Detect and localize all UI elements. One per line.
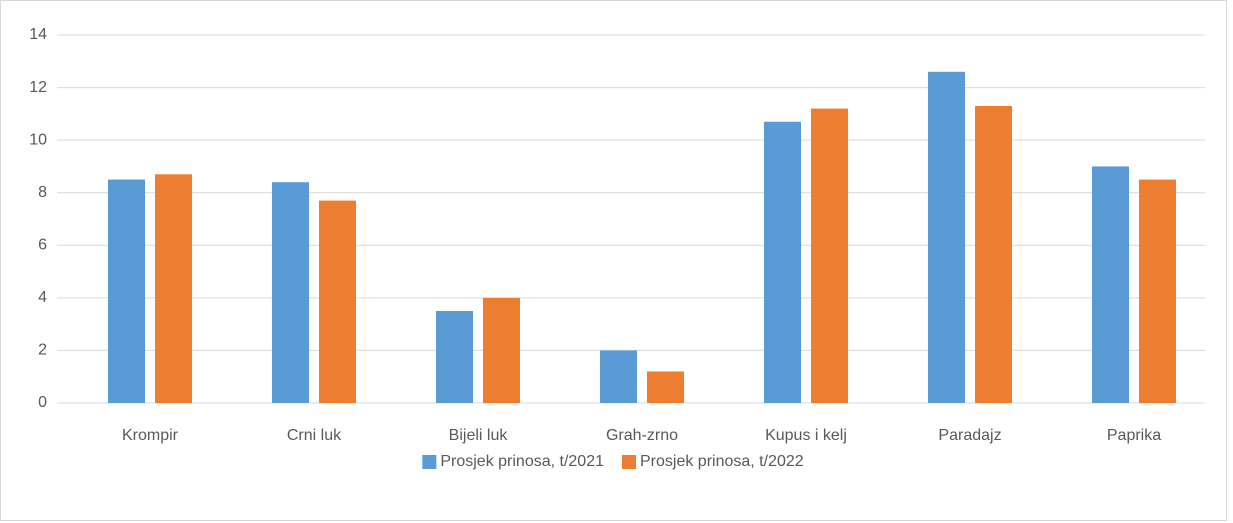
bar [600,350,637,403]
bar [764,121,801,403]
bar [483,297,520,403]
legend-swatch [622,455,636,469]
y-tick-label: 2 [38,342,47,359]
y-tick-label: 4 [38,289,47,306]
x-tick-label: Bijeli luk [449,427,509,444]
bar [436,311,473,403]
x-tick-label: Paprika [1107,427,1161,444]
bar [1139,179,1176,403]
bar [1092,166,1129,403]
bar [155,174,192,403]
bar [647,371,684,403]
y-tick-label: 6 [38,237,47,254]
bar [928,71,965,404]
y-tick-label: 0 [38,394,47,411]
x-tick-label: Paradajz [938,427,1001,444]
bar [319,200,356,403]
legend-swatch [422,455,437,469]
y-tick-label: 14 [29,26,47,43]
bar [272,182,309,403]
x-tick-label: Grah-zrno [606,427,678,444]
y-tick-label: 12 [29,79,47,96]
bar [811,108,848,403]
bar [108,179,145,403]
y-tick-label: 8 [38,184,47,201]
bar [975,105,1012,403]
x-tick-label: Crni luk [287,427,342,444]
x-tick-label: Kupus i kelj [765,427,847,444]
legend-label: Prosjek prinosa, t/2021 [440,453,604,470]
y-tick-label: 10 [29,131,47,148]
legend-label: Prosjek prinosa, t/2022 [640,453,804,470]
x-tick-label: Krompir [122,427,179,444]
